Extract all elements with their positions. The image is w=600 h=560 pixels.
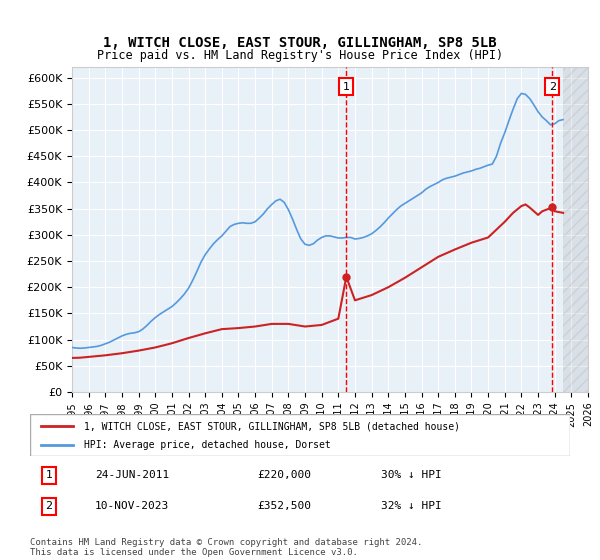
Text: 1: 1 — [46, 470, 52, 480]
Text: £352,500: £352,500 — [257, 501, 311, 511]
Text: 1: 1 — [343, 82, 350, 92]
Text: 32% ↓ HPI: 32% ↓ HPI — [381, 501, 442, 511]
Text: 1, WITCH CLOSE, EAST STOUR, GILLINGHAM, SP8 5LB (detached house): 1, WITCH CLOSE, EAST STOUR, GILLINGHAM, … — [84, 421, 460, 431]
FancyBboxPatch shape — [30, 414, 570, 456]
Text: 1, WITCH CLOSE, EAST STOUR, GILLINGHAM, SP8 5LB: 1, WITCH CLOSE, EAST STOUR, GILLINGHAM, … — [103, 36, 497, 50]
Text: Price paid vs. HM Land Registry's House Price Index (HPI): Price paid vs. HM Land Registry's House … — [97, 49, 503, 62]
Text: £220,000: £220,000 — [257, 470, 311, 480]
Text: 30% ↓ HPI: 30% ↓ HPI — [381, 470, 442, 480]
Text: 10-NOV-2023: 10-NOV-2023 — [95, 501, 169, 511]
Text: 2: 2 — [549, 82, 556, 92]
Text: 2: 2 — [46, 501, 52, 511]
Bar — [563, 67, 588, 392]
Text: Contains HM Land Registry data © Crown copyright and database right 2024.
This d: Contains HM Land Registry data © Crown c… — [30, 538, 422, 557]
Text: HPI: Average price, detached house, Dorset: HPI: Average price, detached house, Dors… — [84, 440, 331, 450]
Text: 24-JUN-2011: 24-JUN-2011 — [95, 470, 169, 480]
